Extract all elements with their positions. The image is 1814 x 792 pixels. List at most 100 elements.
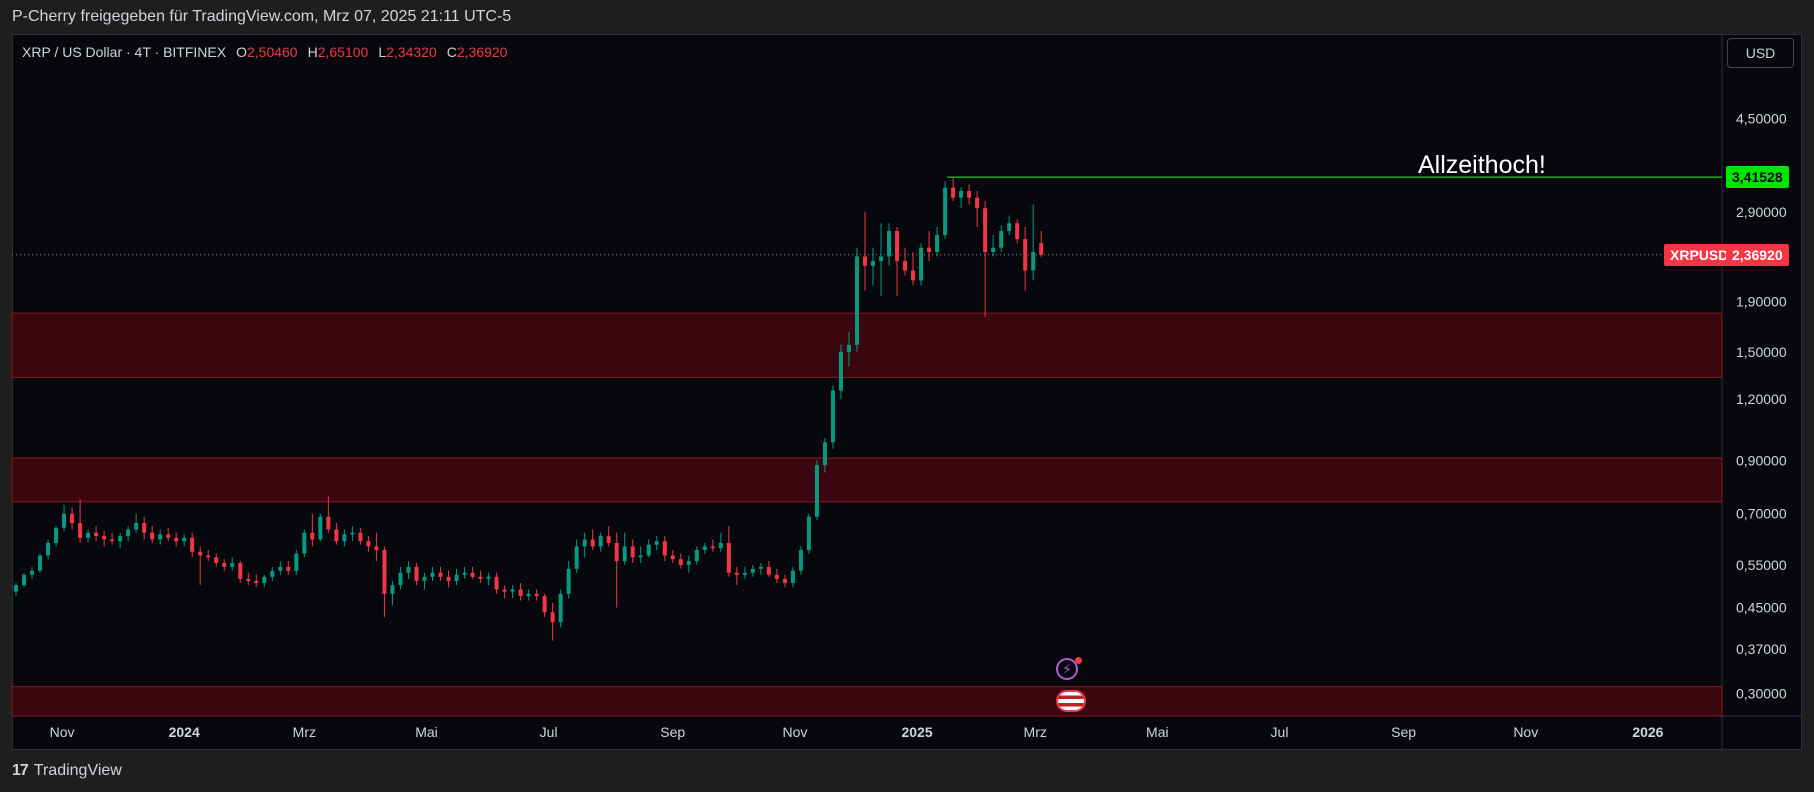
candle[interactable] xyxy=(1039,243,1044,255)
candle[interactable] xyxy=(38,555,43,571)
candle[interactable] xyxy=(30,570,35,575)
candle[interactable] xyxy=(758,566,763,569)
ath-annotation[interactable]: Allzeithoch! xyxy=(1418,151,1546,179)
candle[interactable] xyxy=(750,568,755,573)
candle[interactable] xyxy=(438,572,443,577)
candle[interactable] xyxy=(54,527,59,543)
candle[interactable] xyxy=(494,576,499,590)
candle[interactable] xyxy=(622,546,627,562)
candle[interactable] xyxy=(150,532,155,540)
candle[interactable] xyxy=(871,261,876,266)
candle[interactable] xyxy=(278,566,283,571)
candle[interactable] xyxy=(558,593,563,623)
symbol-title[interactable]: XRP / US Dollar · 4T · BITFINEX xyxy=(22,44,227,60)
candle[interactable] xyxy=(390,585,395,594)
candle[interactable] xyxy=(678,559,683,565)
candle[interactable] xyxy=(214,557,219,563)
candle[interactable] xyxy=(742,572,747,575)
candle[interactable] xyxy=(502,589,507,592)
candle[interactable] xyxy=(134,522,139,530)
candle[interactable] xyxy=(574,546,579,569)
candle[interactable] xyxy=(766,566,771,575)
candle[interactable] xyxy=(230,562,235,567)
candle[interactable] xyxy=(838,351,843,391)
candle[interactable] xyxy=(983,208,988,253)
candle[interactable] xyxy=(342,534,347,542)
candle[interactable] xyxy=(895,230,900,262)
candle[interactable] xyxy=(879,256,884,262)
candle[interactable] xyxy=(1031,252,1036,271)
resistance-zone-3[interactable] xyxy=(11,686,1723,717)
candle[interactable] xyxy=(70,513,75,523)
candle[interactable] xyxy=(398,572,403,586)
candle[interactable] xyxy=(46,542,51,556)
candle[interactable] xyxy=(590,539,595,547)
candle[interactable] xyxy=(158,534,163,540)
candle[interactable] xyxy=(614,542,619,562)
candle[interactable] xyxy=(238,562,243,579)
candle[interactable] xyxy=(118,536,123,542)
lightning-event-icon[interactable]: ⚡ xyxy=(1056,658,1078,680)
candle[interactable] xyxy=(967,190,972,198)
candle[interactable] xyxy=(366,541,371,547)
resistance-zone-1[interactable] xyxy=(11,312,1723,378)
candle[interactable] xyxy=(951,187,956,198)
candle[interactable] xyxy=(310,532,315,540)
candle[interactable] xyxy=(919,247,924,281)
candle[interactable] xyxy=(198,551,203,556)
candle[interactable] xyxy=(174,537,179,542)
candle[interactable] xyxy=(414,566,419,581)
candle[interactable] xyxy=(582,539,587,547)
candle[interactable] xyxy=(270,570,275,577)
candle[interactable] xyxy=(166,534,171,538)
candle[interactable] xyxy=(294,553,299,571)
candle[interactable] xyxy=(790,570,795,584)
candle[interactable] xyxy=(1023,239,1028,271)
candle[interactable] xyxy=(302,532,307,554)
candle[interactable] xyxy=(887,230,892,257)
candle[interactable] xyxy=(286,566,291,571)
candle[interactable] xyxy=(654,541,659,545)
candle[interactable] xyxy=(726,542,731,573)
candle[interactable] xyxy=(462,572,467,575)
candle[interactable] xyxy=(78,522,83,538)
candle[interactable] xyxy=(806,516,811,550)
candle[interactable] xyxy=(534,593,539,597)
candle[interactable] xyxy=(126,529,131,537)
candle[interactable] xyxy=(694,549,699,562)
candle[interactable] xyxy=(222,562,227,567)
candle[interactable] xyxy=(246,578,251,581)
candle[interactable] xyxy=(470,572,475,577)
candle[interactable] xyxy=(542,596,547,613)
candle[interactable] xyxy=(350,532,355,535)
candle[interactable] xyxy=(254,580,259,584)
candle[interactable] xyxy=(518,589,523,597)
candle[interactable] xyxy=(374,546,379,550)
candle[interactable] xyxy=(846,344,851,352)
candle[interactable] xyxy=(862,256,867,266)
candle[interactable] xyxy=(62,513,67,528)
candle[interactable] xyxy=(606,536,611,543)
candle[interactable] xyxy=(943,187,948,236)
candle[interactable] xyxy=(638,555,643,558)
candle[interactable] xyxy=(1015,223,1020,240)
candle[interactable] xyxy=(927,247,932,253)
candle[interactable] xyxy=(318,516,323,540)
candle[interactable] xyxy=(903,261,908,271)
candle[interactable] xyxy=(670,555,675,560)
candle[interactable] xyxy=(94,532,99,537)
candle[interactable] xyxy=(486,576,491,579)
candle[interactable] xyxy=(430,572,435,577)
candle[interactable] xyxy=(110,539,115,542)
candle[interactable] xyxy=(662,541,667,556)
candle[interactable] xyxy=(718,542,723,549)
candle[interactable] xyxy=(550,612,555,623)
candle[interactable] xyxy=(406,566,411,573)
chart-frame[interactable] xyxy=(12,34,1802,750)
candle[interactable] xyxy=(734,572,739,575)
candle[interactable] xyxy=(566,568,571,594)
candle[interactable] xyxy=(510,589,515,592)
candle[interactable] xyxy=(326,516,331,530)
candle[interactable] xyxy=(382,549,387,594)
candle[interactable] xyxy=(999,230,1004,248)
